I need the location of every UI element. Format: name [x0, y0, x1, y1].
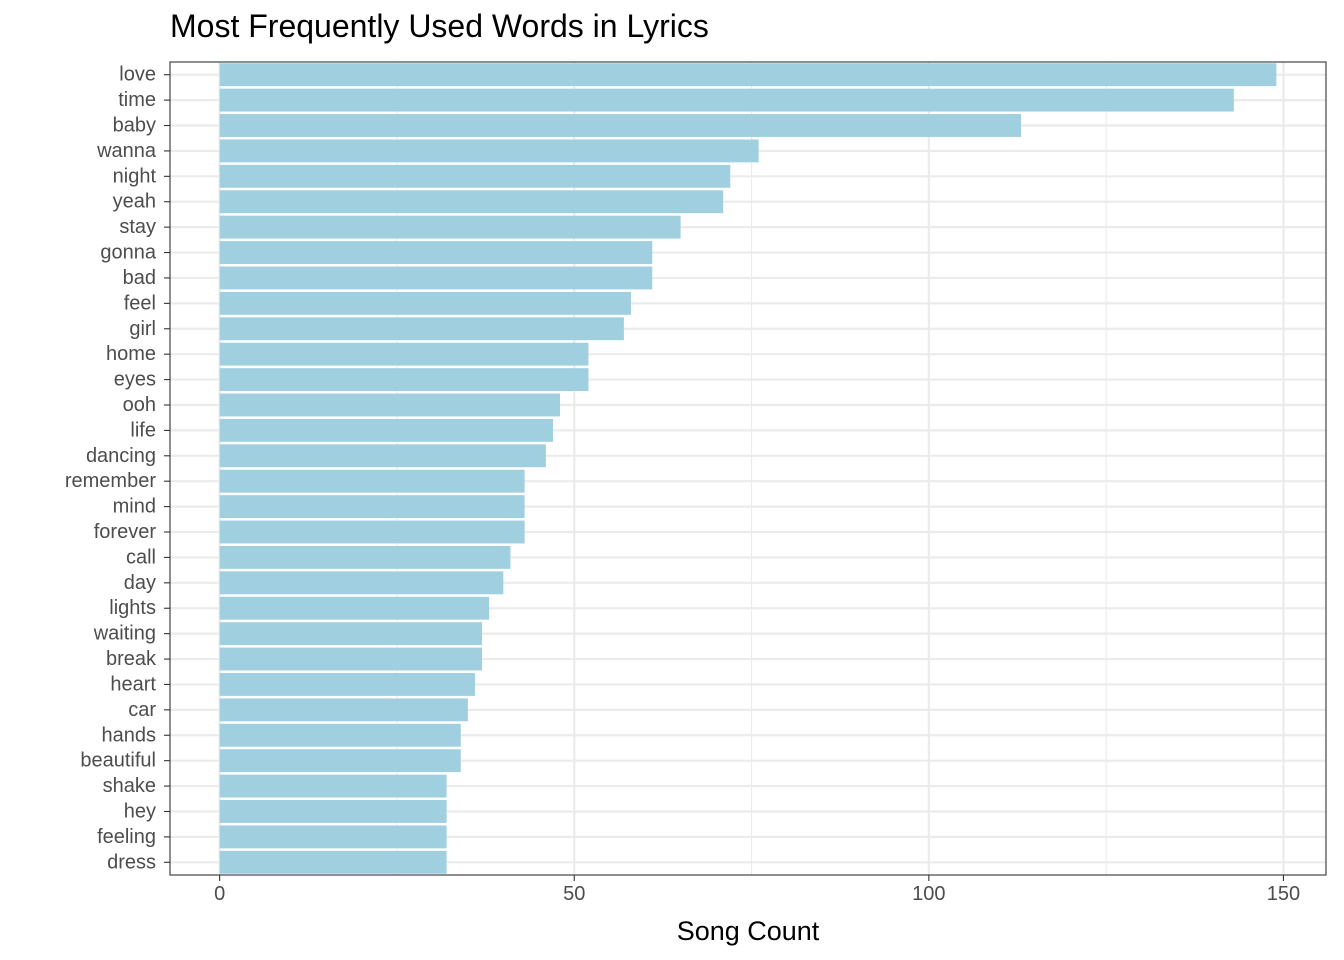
bar-home — [219, 342, 589, 366]
y-tick-label: gonna — [100, 242, 156, 264]
x-axis-title: Song Count — [677, 916, 820, 946]
y-tick-label: dress — [107, 851, 156, 873]
y-tick-label: life — [130, 419, 156, 441]
y-tick-label: dancing — [86, 445, 156, 467]
y-tick-label: beautiful — [80, 750, 156, 772]
y-tick-label: hands — [102, 724, 157, 746]
bar-hands — [219, 723, 461, 747]
bar-car — [219, 698, 468, 722]
y-tick-label: baby — [113, 115, 156, 137]
bar-waiting — [219, 622, 483, 646]
bar-mind — [219, 495, 525, 519]
bar-dancing — [219, 444, 546, 468]
y-tick-label: bad — [123, 267, 156, 289]
bar-hey — [219, 800, 447, 823]
plot-border — [169, 61, 1327, 876]
y-tick-label: forever — [94, 521, 157, 543]
y-tick-label: feeling — [97, 826, 156, 848]
bar-remember — [219, 469, 525, 493]
x-tick-label: 50 — [563, 883, 585, 905]
x-tick-label: 100 — [912, 883, 945, 905]
bar-lights — [219, 596, 490, 620]
bar-night — [219, 164, 731, 188]
chart-title: Most Frequently Used Words in Lyrics — [170, 8, 709, 44]
y-tick-label: day — [124, 572, 156, 594]
bar-baby — [219, 114, 1022, 137]
y-tick-label: time — [118, 89, 156, 111]
bar-break — [219, 647, 483, 671]
bar-day — [219, 571, 504, 595]
y-tick-label: stay — [119, 216, 156, 238]
y-tick-label: remember — [65, 470, 156, 492]
bar-bad — [219, 266, 653, 290]
y-tick-label: wanna — [96, 140, 157, 162]
bar-time — [219, 88, 1234, 112]
bar-shake — [219, 774, 447, 798]
bar-ooh — [219, 393, 561, 417]
y-tick-label: yeah — [113, 191, 156, 213]
y-tick-label: lights — [109, 597, 156, 619]
y-tick-label: home — [106, 343, 156, 365]
y-tick-label: hey — [124, 800, 156, 822]
y-tick-label: love — [119, 64, 156, 86]
y-tick-label: heart — [110, 673, 156, 695]
y-tick-label: night — [113, 165, 157, 187]
bar-love — [219, 63, 1277, 87]
bar-call — [219, 545, 511, 569]
y-tick-label: eyes — [114, 369, 156, 391]
bar-eyes — [219, 368, 589, 392]
bar-yeah — [219, 190, 724, 214]
bar-feeling — [219, 825, 447, 849]
bar-beautiful — [219, 749, 461, 773]
bar-stay — [219, 215, 681, 239]
y-tick-label: shake — [103, 775, 156, 797]
bar-gonna — [219, 241, 653, 264]
y-tick-label: waiting — [93, 623, 156, 645]
y-tick-label: girl — [129, 318, 156, 340]
y-tick-label: call — [126, 546, 156, 568]
y-tick-label: ooh — [123, 394, 156, 416]
y-tick-label: feel — [124, 292, 156, 314]
y-tick-label: car — [128, 699, 156, 721]
bar-life — [219, 418, 553, 442]
y-tick-label: break — [106, 648, 157, 670]
x-tick-label: 0 — [214, 883, 225, 905]
bar-girl — [219, 317, 624, 341]
bar-forever — [219, 520, 525, 544]
bar-dress — [219, 850, 447, 874]
bar-wanna — [219, 139, 759, 163]
bar-heart — [219, 673, 475, 696]
y-tick-label: mind — [113, 496, 156, 518]
bar-feel — [219, 291, 631, 315]
x-tick-label: 150 — [1267, 883, 1300, 905]
